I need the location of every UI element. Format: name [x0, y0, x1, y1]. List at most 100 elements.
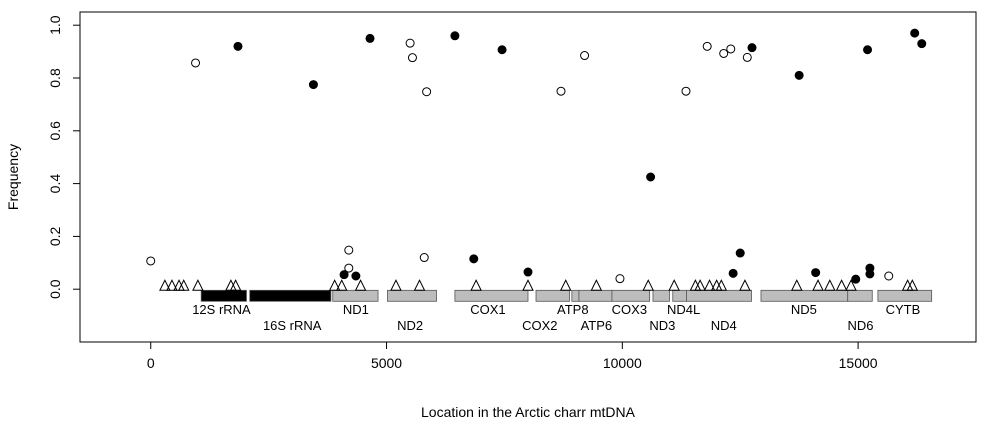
data-points [146, 28, 927, 291]
genome-map: 12S rRNA 16S rRNA ND1 ND2 COX1 COX2ATP8ATP6CO… [192, 289, 933, 333]
gene-segment [454, 289, 529, 302]
gene-label: ND6 [847, 318, 873, 333]
data-point-triangle [328, 279, 341, 291]
gene-segment [332, 289, 379, 302]
data-point-filled [811, 268, 821, 278]
gene-label: ND1 [343, 302, 369, 317]
gene-label: ND5 [791, 302, 817, 317]
gene-segment [535, 289, 570, 302]
data-point-open [407, 53, 417, 63]
data-point-triangle [790, 279, 803, 291]
gene-label: ND4 [711, 318, 737, 333]
data-point-filled [523, 267, 533, 277]
data-point-triangle [559, 279, 572, 291]
data-point-filled [728, 268, 738, 278]
x-tick-label: 0 [147, 355, 155, 371]
gene-label: ATP8 [557, 302, 589, 317]
gene-label: COX2 [522, 318, 557, 333]
data-point-open [884, 271, 894, 281]
x-tick-label: 15000 [839, 355, 878, 371]
data-point-triangle [229, 279, 242, 291]
gene-label: 16S rRNA [263, 318, 322, 333]
data-point-triangle [715, 279, 728, 291]
data-point-filled [233, 41, 243, 51]
data-point-open [344, 263, 354, 273]
y-axis-label: Frequency [5, 144, 21, 210]
y-axis: 0.0 0.2 0.4 0.6 0.8 1.0 [47, 15, 80, 299]
x-axis: 0 5000 10000 15000 [147, 342, 878, 371]
data-point-triangle [354, 279, 367, 291]
data-point-open [422, 87, 432, 97]
gene-label: CYTB [886, 302, 921, 317]
data-point-triangle [413, 279, 426, 291]
data-point-triangle [470, 279, 482, 291]
data-point-triangle [177, 279, 190, 291]
data-point-triangle [390, 279, 402, 291]
data-point-triangle [668, 279, 680, 291]
data-point-open [681, 86, 691, 96]
gene-label: ND2 [397, 318, 423, 333]
data-point-triangle [522, 279, 534, 291]
y-tick-label: 1.0 [47, 15, 63, 35]
data-point-open [702, 41, 712, 51]
gene-label: COX1 [470, 302, 505, 317]
data-point-open [580, 51, 590, 61]
data-point-open [719, 48, 729, 58]
data-point-filled [794, 70, 804, 80]
plot-frame [79, 11, 977, 343]
gene-segment [686, 289, 752, 302]
data-point-open [419, 253, 429, 263]
x-tick-label: 5000 [371, 355, 402, 371]
data-point-filled [865, 269, 875, 279]
y-tick-label: 0.6 [47, 121, 63, 141]
data-point-open [405, 38, 415, 48]
gene-segment [877, 289, 933, 302]
data-point-filled [308, 80, 318, 90]
gene-segment [760, 289, 849, 302]
gene-label: ND4L [667, 302, 700, 317]
data-point-filled [851, 274, 861, 284]
data-point-triangle [166, 279, 178, 291]
data-point-triangle [824, 279, 836, 291]
gene-label: 12S rRNA [192, 302, 251, 317]
gene-segment [200, 289, 247, 302]
y-tick-label: 0.8 [47, 68, 63, 88]
data-point-open [726, 44, 736, 54]
data-point-open [146, 256, 156, 266]
data-point-filled [910, 28, 920, 38]
data-point-open [191, 58, 201, 68]
data-point-triangle [642, 279, 655, 291]
data-point-triangle [906, 279, 919, 291]
data-point-filled [747, 43, 757, 53]
data-point-filled [646, 172, 656, 182]
data-point-open [344, 245, 354, 255]
data-point-open [742, 52, 752, 62]
data-point-open [615, 274, 625, 284]
data-point-filled [917, 39, 927, 49]
data-point-filled [351, 271, 361, 281]
data-point-filled [497, 45, 507, 55]
gene-segment [387, 289, 437, 302]
data-point-triangle [739, 279, 751, 291]
data-point-triangle [694, 279, 706, 291]
x-tick-label: 10000 [603, 355, 642, 371]
x-axis-label: Location in the Arctic charr mtDNA [421, 404, 636, 420]
y-tick-label: 0.2 [47, 226, 63, 246]
gene-segment [249, 289, 332, 302]
data-point-filled [339, 270, 349, 280]
data-point-filled [469, 254, 479, 264]
gene-segment [571, 289, 580, 302]
data-point-triangle [192, 279, 204, 291]
data-point-filled [450, 31, 460, 41]
data-point-filled [735, 248, 745, 258]
data-point-triangle [835, 279, 848, 291]
gene-segment [652, 289, 670, 302]
data-point-triangle [703, 279, 716, 291]
data-point-open [556, 86, 566, 96]
gene-label: ND3 [649, 318, 675, 333]
gene-segment [847, 289, 873, 302]
data-point-triangle [812, 279, 824, 291]
y-tick-label: 0.0 [47, 279, 63, 299]
y-tick-label: 0.4 [47, 174, 63, 194]
